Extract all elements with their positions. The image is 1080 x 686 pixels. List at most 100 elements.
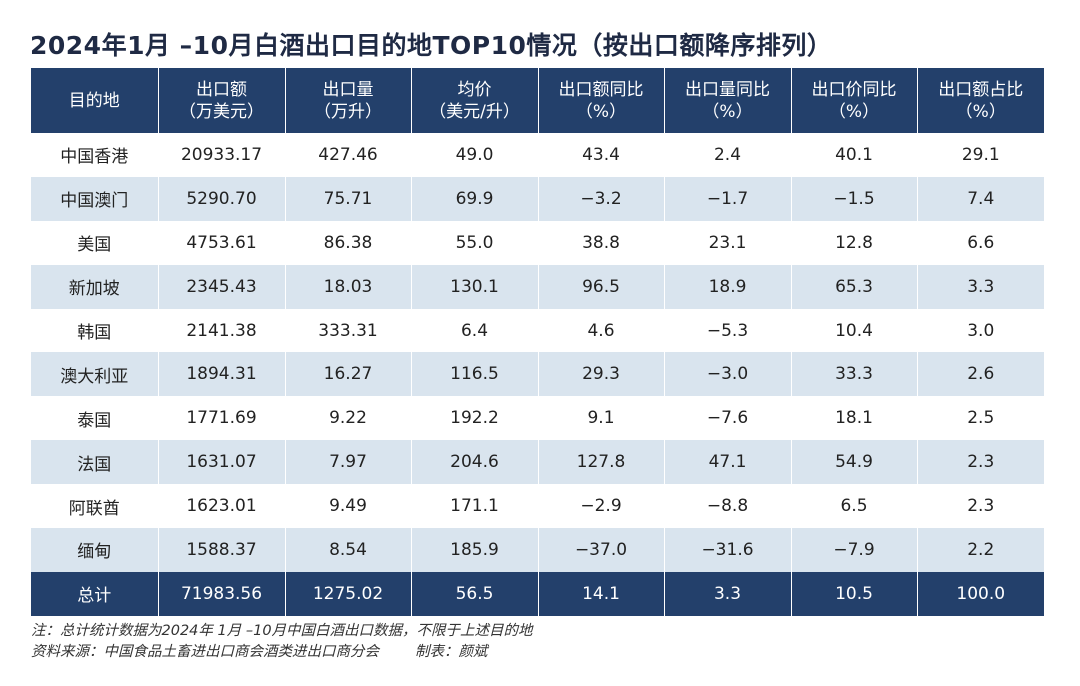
value-cell: −37.0 (538, 528, 665, 572)
destination-cell: 中国香港 (31, 133, 159, 177)
column-header-line1: 均价 (457, 79, 492, 100)
total-value-cell: 10.5 (791, 571, 918, 616)
destination-cell: 泰国 (31, 396, 159, 441)
column-header-1: 出口额 （万美元） (158, 68, 286, 133)
column-header-line1: 出口量 (322, 79, 374, 100)
value-cell: 12.8 (791, 220, 918, 265)
column-header-line1: 出口额 (196, 79, 247, 100)
table-title: 2024年1月 –10月白酒出口目的地TOP10情况（按出口额降序排列） (30, 31, 833, 60)
destination-cell: 缅甸 (31, 528, 159, 572)
maker-text: 制表：颜斌 (415, 644, 488, 660)
value-cell: 6.5 (791, 484, 918, 529)
value-cell: 47.1 (664, 440, 792, 485)
table-row: 阿联酋 1623.01 9.49 171.1 −2.9 −8.8 6.5 2.3 (31, 484, 1044, 529)
table-row: 法国 1631.07 7.97 204.6 127.8 47.1 54.9 2.3 (31, 440, 1044, 485)
table-row: 澳大利亚 1894.31 16.27 116.5 29.3 −3.0 33.3 2.6 (31, 352, 1044, 397)
column-header-line2: （万升） (314, 101, 382, 122)
destination-cell: 美国 (31, 220, 159, 265)
value-cell: 333.31 (285, 308, 412, 353)
value-cell: 427.46 (285, 133, 412, 177)
column-header-line2: （万美元） (179, 101, 264, 122)
total-label-cell: 总计 (31, 571, 159, 616)
value-cell: 130.1 (411, 264, 539, 309)
destination-cell: 法国 (31, 440, 159, 485)
value-cell: −5.3 (664, 308, 792, 353)
value-cell: 3.3 (917, 264, 1044, 309)
value-cell: 2.3 (917, 484, 1044, 529)
value-cell: 69.9 (411, 176, 539, 221)
value-cell: 185.9 (411, 528, 539, 572)
value-cell: 54.9 (791, 440, 918, 485)
value-cell: 6.4 (411, 308, 539, 353)
export-table: 目的地 出口额 （万美元） 出口量 （万升） 均价 （美元/升） 出口额同比 （%） 出口量同比（… (31, 68, 1044, 616)
column-header-line2: （%） (575, 101, 627, 122)
value-cell: 192.2 (411, 396, 539, 441)
destination-cell: 新加坡 (31, 264, 159, 309)
value-cell: 9.49 (285, 484, 412, 529)
value-cell: 5290.70 (158, 176, 286, 221)
value-cell: 4.6 (538, 308, 665, 353)
value-cell: 6.6 (917, 220, 1044, 265)
table-row: 泰国 1771.69 9.22 192.2 9.1 −7.6 18.1 2.5 (31, 396, 1044, 441)
value-cell: −1.5 (791, 176, 918, 221)
value-cell: 2.2 (917, 528, 1044, 572)
column-header-line1: 出口量同比 (685, 79, 770, 100)
value-cell: 2345.43 (158, 264, 286, 309)
value-cell: 9.22 (285, 396, 412, 441)
value-cell: 8.54 (285, 528, 412, 572)
value-cell: 49.0 (411, 133, 539, 177)
value-cell: −1.7 (664, 176, 792, 221)
total-value-cell: 100.0 (917, 571, 1044, 616)
value-cell: 1771.69 (158, 396, 286, 441)
column-header-line2: （%） (828, 101, 880, 122)
value-cell: 127.8 (538, 440, 665, 485)
value-cell: 18.9 (664, 264, 792, 309)
value-cell: 29.1 (917, 133, 1044, 177)
value-cell: 65.3 (791, 264, 918, 309)
table-row: 新加坡 2345.43 18.03 130.1 96.5 18.9 65.3 3.3 (31, 264, 1044, 309)
value-cell: 33.3 (791, 352, 918, 397)
value-cell: −3.0 (664, 352, 792, 397)
value-cell: 1588.37 (158, 528, 286, 572)
column-header-4: 出口额同比 （%） (538, 68, 665, 133)
value-cell: −2.9 (538, 484, 665, 529)
destination-cell: 韩国 (31, 308, 159, 353)
value-cell: −8.8 (664, 484, 792, 529)
total-value-cell: 1275.02 (285, 571, 412, 616)
column-header-2: 出口量 （万升） (285, 68, 412, 133)
source-text: 资料来源：中国食品土畜进出口商会酒类进出口商分会 (31, 644, 379, 660)
column-header-line1: 目的地 (68, 90, 120, 111)
notes: 注：总计统计数据为2024年 1月 –10月中国白酒出口数据，不限于上述目的地 … (31, 621, 1041, 663)
value-cell: 18.03 (285, 264, 412, 309)
column-header-line1: 出口额占比 (938, 79, 1024, 100)
value-cell: 1623.01 (158, 484, 286, 529)
value-cell: 75.71 (285, 176, 412, 221)
value-cell: 55.0 (411, 220, 539, 265)
total-value-cell: 3.3 (664, 571, 792, 616)
value-cell: 40.1 (791, 133, 918, 177)
value-cell: 3.0 (917, 308, 1044, 353)
footnote: 注：总计统计数据为2024年 1月 –10月中国白酒出口数据，不限于上述目的地 (31, 623, 533, 639)
value-cell: 1894.31 (158, 352, 286, 397)
table-row: 美国 4753.61 86.38 55.0 38.8 23.1 12.8 6.6 (31, 220, 1044, 265)
column-header-line1: 出口价同比 (811, 79, 897, 100)
value-cell: 2141.38 (158, 308, 286, 353)
table-row: 中国澳门 5290.70 75.71 69.9 −3.2 −1.7 −1.5 7.4 (31, 176, 1044, 221)
value-cell: −31.6 (664, 528, 792, 572)
column-header-line2: （%） (955, 101, 1006, 122)
value-cell: −7.6 (664, 396, 792, 441)
value-cell: 4753.61 (158, 220, 286, 265)
destination-cell: 澳大利亚 (31, 352, 159, 397)
value-cell: 171.1 (411, 484, 539, 529)
total-row: 总计 71983.56 1275.02 56.5 14.1 3.3 10.5 100.0 (31, 571, 1044, 616)
column-header-line2: （美元/升） (429, 101, 520, 122)
value-cell: 2.3 (917, 440, 1044, 485)
column-header-7: 出口额占比 （%） (917, 68, 1044, 133)
column-header-line1: 出口额同比 (558, 79, 644, 100)
value-cell: 23.1 (664, 220, 792, 265)
value-cell: 29.3 (538, 352, 665, 397)
value-cell: 18.1 (791, 396, 918, 441)
total-value-cell: 71983.56 (158, 571, 286, 616)
table-row: 缅甸 1588.37 8.54 185.9 −37.0 −31.6 −7.9 2.2 (31, 528, 1044, 572)
